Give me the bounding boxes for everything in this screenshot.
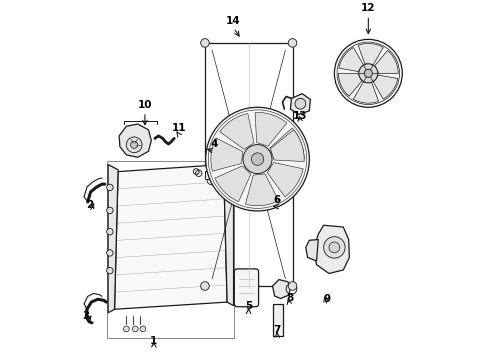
Bar — [205, 43, 293, 286]
Polygon shape — [255, 112, 287, 146]
Circle shape — [196, 170, 202, 176]
Circle shape — [207, 176, 216, 185]
Polygon shape — [353, 82, 379, 103]
Text: 14: 14 — [226, 16, 241, 26]
Polygon shape — [245, 174, 279, 206]
Polygon shape — [211, 138, 243, 171]
Text: 13: 13 — [293, 111, 308, 121]
Circle shape — [359, 64, 378, 83]
Text: 6: 6 — [273, 194, 281, 204]
Polygon shape — [223, 163, 234, 306]
Text: 7: 7 — [273, 325, 281, 335]
Circle shape — [107, 207, 113, 214]
Polygon shape — [270, 130, 304, 162]
Text: 11: 11 — [172, 123, 186, 133]
Text: 1: 1 — [150, 336, 157, 346]
Polygon shape — [119, 124, 151, 157]
Circle shape — [107, 250, 113, 256]
Circle shape — [132, 326, 138, 332]
Circle shape — [329, 242, 340, 253]
Polygon shape — [267, 163, 303, 197]
Polygon shape — [314, 225, 349, 274]
Circle shape — [107, 184, 113, 191]
Circle shape — [364, 69, 372, 77]
Polygon shape — [220, 113, 254, 149]
Polygon shape — [108, 165, 118, 313]
Circle shape — [126, 137, 142, 153]
Circle shape — [201, 39, 209, 47]
Circle shape — [206, 107, 309, 211]
Polygon shape — [339, 48, 363, 72]
Circle shape — [334, 39, 402, 107]
Polygon shape — [373, 75, 398, 99]
Text: 8: 8 — [286, 293, 294, 303]
Circle shape — [140, 326, 146, 332]
Circle shape — [324, 237, 345, 258]
Bar — [107, 161, 234, 338]
Text: 5: 5 — [245, 301, 252, 311]
Polygon shape — [215, 166, 251, 202]
Text: 12: 12 — [361, 3, 375, 13]
Polygon shape — [270, 128, 304, 159]
Text: 2: 2 — [86, 200, 93, 210]
Polygon shape — [272, 280, 291, 298]
Circle shape — [251, 153, 264, 165]
Circle shape — [295, 98, 306, 109]
Text: 4: 4 — [211, 139, 219, 149]
Circle shape — [107, 229, 113, 235]
Polygon shape — [375, 50, 398, 73]
Polygon shape — [115, 165, 227, 309]
Circle shape — [107, 267, 113, 274]
Polygon shape — [339, 73, 362, 96]
Circle shape — [201, 282, 209, 290]
Polygon shape — [306, 239, 318, 261]
FancyBboxPatch shape — [234, 269, 259, 307]
Text: 9: 9 — [324, 293, 331, 303]
Circle shape — [123, 326, 129, 332]
Circle shape — [288, 282, 297, 290]
Bar — [273, 304, 283, 336]
Polygon shape — [291, 94, 311, 114]
Text: 3: 3 — [82, 311, 90, 321]
Circle shape — [131, 141, 138, 148]
Circle shape — [288, 39, 297, 47]
Circle shape — [243, 145, 272, 174]
Polygon shape — [358, 44, 383, 64]
Bar — [205, 171, 219, 179]
Text: 10: 10 — [138, 100, 152, 110]
